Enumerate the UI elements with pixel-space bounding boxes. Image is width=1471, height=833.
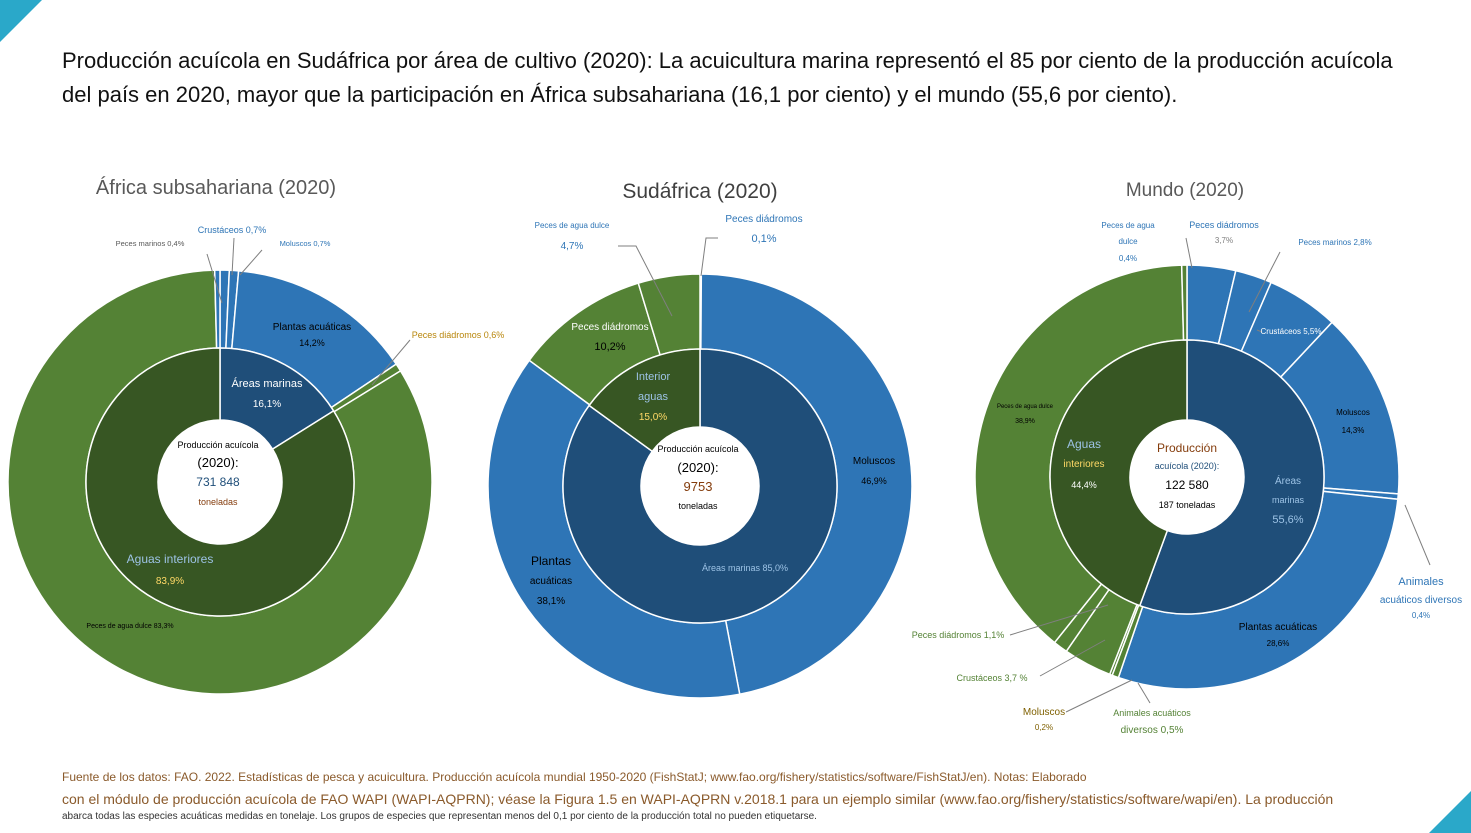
leader-lines xyxy=(206,237,1431,713)
label-za-areas-marinas: Áreas marinas 85,0% xyxy=(702,563,788,573)
label-world-marinas: marinas xyxy=(1272,495,1305,505)
label-ssa-moluscos: Moluscos 0,7% xyxy=(280,239,331,248)
label-za-plantas: Plantas xyxy=(531,554,571,568)
label-ssa-plantas-value: 14,2% xyxy=(299,338,325,348)
label-world-moluscos-interior-value: 0,2% xyxy=(1035,723,1053,732)
label-world-diadromos-value: 3,7% xyxy=(1215,236,1233,245)
label-ssa-agua-dulce: Peces de agua dulce 83,3% xyxy=(86,623,173,630)
footnote-line-1: Fuente de los datos: FAO. 2022. Estadíst… xyxy=(62,770,1087,784)
center-ssa-line4: toneladas xyxy=(198,497,238,507)
label-world-marinas-value: 55,6% xyxy=(1272,514,1303,526)
label-ssa-areas-marinas-value: 16,1% xyxy=(253,399,281,410)
center-world-line4: 187 toneladas xyxy=(1159,500,1216,510)
chart-title-za: Sudáfrica (2020) xyxy=(622,180,777,203)
label-ssa-areas-marinas: Áreas marinas xyxy=(232,377,303,390)
label-world-peces-marinos: Peces marinos 2,8% xyxy=(1298,238,1371,247)
inner-slice-0 xyxy=(562,348,838,624)
label-world-animales-interior: Animales acuáticos xyxy=(1113,708,1191,718)
label-world-animales-interior-value: diversos 0,5% xyxy=(1121,725,1184,736)
label-world-plantas-value: 28,6% xyxy=(1267,639,1290,648)
page-title: Producción acuícola en Sudáfrica por áre… xyxy=(62,48,1393,107)
label-ssa-peces-marinos: Peces marinos 0,4% xyxy=(116,239,185,248)
label-world-animales-value: 0,4% xyxy=(1412,611,1430,620)
label-za-agua-dulce: Peces de agua dulce xyxy=(535,221,610,230)
center-ssa-line1: Producción acuícola xyxy=(177,440,258,450)
corner-decoration xyxy=(0,0,42,42)
label-world-diadromos-interior: Peces diádromos 1,1% xyxy=(912,630,1005,640)
center-label-ssa: Producción acuícola (2020): 731 848 tone… xyxy=(177,440,258,507)
donut-hole xyxy=(641,427,759,545)
label-world-areas: Áreas xyxy=(1275,474,1301,487)
label-ssa-plantas: Plantas acuáticas xyxy=(273,322,351,333)
chart-title-world: Mundo (2020) xyxy=(1126,180,1244,201)
label-ssa-diadromos: Peces diádromos 0,6% xyxy=(412,330,505,340)
label-za-diadromos-marinos: Peces diádromos xyxy=(725,214,802,225)
center-ssa-line3: 731 848 xyxy=(196,475,240,489)
label-world-agua-dulce-big-value: 38,9% xyxy=(1015,418,1035,425)
label-ssa-aguas-interiores: Aguas interiores xyxy=(127,552,214,566)
center-world-line3: 122 580 xyxy=(1165,478,1209,492)
donut-za xyxy=(487,273,913,699)
label-ssa-crustaceos: Crustáceos 0,7% xyxy=(198,225,267,235)
label-world-crustaceos-interior: Crustáceos 3,7 % xyxy=(956,673,1027,683)
label-world-agua-dulce-value: 0,4% xyxy=(1119,254,1137,263)
label-world-moluscos-value: 14,3% xyxy=(1342,426,1365,435)
label-za-interior-value: 15,0% xyxy=(639,412,667,423)
label-world-agua-dulce: Peces de agua xyxy=(1101,221,1155,230)
label-ssa-aguas-interiores-value: 83,9% xyxy=(156,576,184,587)
center-za-line1: Producción acuícola xyxy=(657,444,738,454)
labels-ssa: Crustáceos 0,7% Peces marinos 0,4% Molus… xyxy=(86,225,504,630)
label-world-agua-dulce-big: Peces de agua dulce xyxy=(997,404,1054,410)
label-za-diadromos-interior: Peces diádromos xyxy=(571,322,648,333)
label-world-animales-diversos: acuáticos diversos xyxy=(1380,595,1462,606)
center-za-line2: (2020): xyxy=(677,460,718,475)
footnote-line-3: abarca todas las especies acuáticas medi… xyxy=(62,811,817,822)
label-za-acuaticas: acuáticas xyxy=(530,576,572,587)
label-world-crustaceos: Crustáceos 5,5% xyxy=(1261,327,1322,336)
center-world-line1: Producción xyxy=(1157,441,1217,455)
label-za-agua-dulce-value: 4,7% xyxy=(561,241,584,252)
donut-world xyxy=(974,264,1400,690)
footnote-line-2: con el módulo de producción acuícola de … xyxy=(62,791,1334,807)
label-world-aguas: Aguas xyxy=(1067,437,1101,451)
center-label-za: Producción acuícola (2020): 9753 tonelad… xyxy=(657,444,738,511)
labels-world: Peces de agua dulce 0,4% Peces diádromos… xyxy=(912,220,1462,736)
donut-hole xyxy=(158,420,282,544)
label-za-aguas: aguas xyxy=(638,391,668,403)
chart-title-ssa: África subsahariana (2020) xyxy=(96,176,336,199)
center-label-world: Producción acuícola (2020): 122 580 187 … xyxy=(1155,441,1220,510)
label-za-plantas-value: 38,1% xyxy=(537,596,565,607)
label-world-plantas: Plantas acuáticas xyxy=(1239,622,1317,633)
label-world-diadromos: Peces diádromos xyxy=(1189,220,1259,230)
label-world-interiores: interiores xyxy=(1063,459,1104,470)
label-world-moluscos-interior: Moluscos xyxy=(1023,707,1065,718)
center-za-line3: 9753 xyxy=(684,479,713,494)
label-za-diadromos-interior-value: 10,2% xyxy=(594,341,625,353)
labels-za: Peces de agua dulce 4,7% Peces diádromos… xyxy=(530,214,895,607)
label-za-moluscos-value: 46,9% xyxy=(861,476,887,486)
center-za-line4: toneladas xyxy=(678,501,718,511)
center-world-line2: acuícola (2020): xyxy=(1155,461,1220,471)
donut-hole xyxy=(1130,420,1244,534)
donut-ssa xyxy=(7,269,433,695)
label-world-dulce: dulce xyxy=(1118,237,1138,246)
label-world-interiores-value: 44,4% xyxy=(1071,480,1097,490)
corner-decoration xyxy=(1429,791,1471,833)
label-za-diadromos-marinos-value: 0,1% xyxy=(751,233,776,245)
label-world-moluscos: Moluscos xyxy=(1336,408,1370,417)
label-za-moluscos: Moluscos xyxy=(853,456,895,467)
label-za-interior: Interior xyxy=(636,371,671,383)
label-world-animales: Animales xyxy=(1398,576,1444,588)
center-ssa-line2: (2020): xyxy=(197,455,238,470)
